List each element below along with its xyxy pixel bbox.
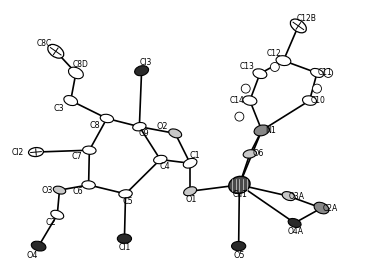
Text: C10: C10 bbox=[310, 96, 325, 105]
Text: O3A: O3A bbox=[289, 192, 305, 201]
Text: C12: C12 bbox=[267, 49, 282, 58]
Text: C2A: C2A bbox=[323, 203, 338, 213]
Ellipse shape bbox=[243, 150, 257, 158]
Ellipse shape bbox=[51, 210, 64, 219]
Ellipse shape bbox=[184, 187, 197, 196]
Text: C7: C7 bbox=[71, 152, 82, 162]
Text: C8C: C8C bbox=[37, 39, 52, 48]
Text: C13: C13 bbox=[240, 63, 255, 71]
Text: C8D: C8D bbox=[73, 60, 88, 69]
Circle shape bbox=[324, 68, 333, 77]
Ellipse shape bbox=[288, 219, 301, 227]
Text: C2: C2 bbox=[45, 219, 56, 227]
Ellipse shape bbox=[229, 176, 250, 193]
Text: O3: O3 bbox=[42, 186, 53, 195]
Text: O5: O5 bbox=[234, 250, 245, 260]
Ellipse shape bbox=[83, 146, 96, 154]
Circle shape bbox=[313, 84, 321, 93]
Text: C14: C14 bbox=[230, 96, 245, 105]
Text: C3: C3 bbox=[53, 103, 64, 113]
Text: O1: O1 bbox=[185, 195, 197, 204]
Ellipse shape bbox=[64, 96, 77, 106]
Ellipse shape bbox=[254, 125, 270, 136]
Text: O4A: O4A bbox=[287, 227, 304, 236]
Ellipse shape bbox=[31, 241, 46, 251]
Ellipse shape bbox=[135, 66, 149, 76]
Text: C4: C4 bbox=[160, 162, 170, 171]
Text: N1: N1 bbox=[265, 126, 276, 135]
Text: Cl1: Cl1 bbox=[119, 244, 131, 252]
Ellipse shape bbox=[282, 192, 295, 201]
Text: C1: C1 bbox=[189, 151, 200, 160]
Text: O2: O2 bbox=[157, 122, 168, 131]
Text: Cu1: Cu1 bbox=[233, 190, 248, 199]
Text: C9: C9 bbox=[138, 129, 149, 138]
Ellipse shape bbox=[253, 69, 267, 79]
Ellipse shape bbox=[314, 202, 329, 214]
Ellipse shape bbox=[302, 96, 317, 105]
Ellipse shape bbox=[153, 155, 167, 164]
Ellipse shape bbox=[232, 242, 246, 251]
Ellipse shape bbox=[53, 186, 66, 194]
Text: C12B: C12B bbox=[297, 14, 316, 23]
Circle shape bbox=[270, 63, 279, 71]
Text: O4: O4 bbox=[26, 250, 37, 260]
Ellipse shape bbox=[119, 190, 132, 198]
Text: O6: O6 bbox=[253, 150, 264, 158]
Text: C5: C5 bbox=[122, 197, 133, 206]
Ellipse shape bbox=[82, 181, 95, 189]
Ellipse shape bbox=[29, 148, 43, 157]
Ellipse shape bbox=[133, 123, 146, 131]
Ellipse shape bbox=[276, 56, 291, 66]
Text: C6: C6 bbox=[72, 187, 83, 196]
Text: C8: C8 bbox=[90, 121, 100, 130]
Ellipse shape bbox=[100, 114, 113, 123]
Ellipse shape bbox=[183, 158, 197, 168]
Ellipse shape bbox=[169, 129, 182, 138]
Ellipse shape bbox=[117, 234, 132, 243]
Text: C11: C11 bbox=[318, 68, 333, 78]
Ellipse shape bbox=[290, 19, 306, 33]
Ellipse shape bbox=[311, 68, 324, 78]
Text: Cl2: Cl2 bbox=[12, 148, 24, 157]
Ellipse shape bbox=[243, 96, 257, 105]
Circle shape bbox=[235, 112, 244, 121]
Circle shape bbox=[241, 84, 250, 93]
Text: Cl3: Cl3 bbox=[140, 58, 152, 67]
Ellipse shape bbox=[68, 67, 84, 79]
Ellipse shape bbox=[48, 44, 64, 58]
